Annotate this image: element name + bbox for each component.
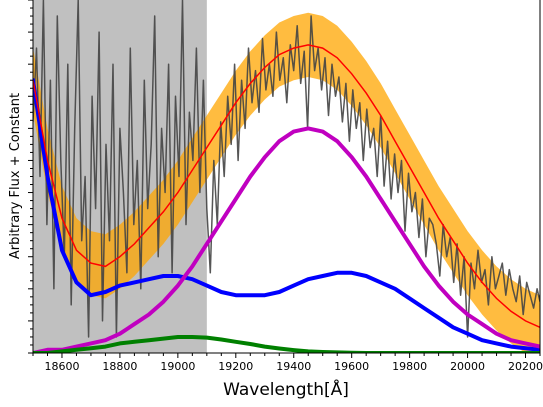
x-tick-label: 19200 [218,360,253,373]
x-tick-label: 19800 [392,360,427,373]
x-tick-label: 18800 [102,360,137,373]
x-tick-label: 19000 [160,360,195,373]
x-tick-label: 20000 [450,360,485,373]
model-uncertainty-band [33,12,540,353]
x-tick-label: 20200 [508,360,543,373]
total-model-line [33,44,540,328]
component-3-line [33,335,540,353]
y-axis-label: Arbitrary Flux + Constant [8,93,23,259]
x-tick-label: 19400 [276,360,311,373]
x-tick-label: 19600 [334,360,369,373]
observed-spectrum-line [33,0,540,338]
x-tick-label: 18600 [44,360,79,373]
x-axis-label: Wavelength[Å] [223,378,349,400]
component-1-line [33,78,540,352]
component-2-line [33,126,540,353]
